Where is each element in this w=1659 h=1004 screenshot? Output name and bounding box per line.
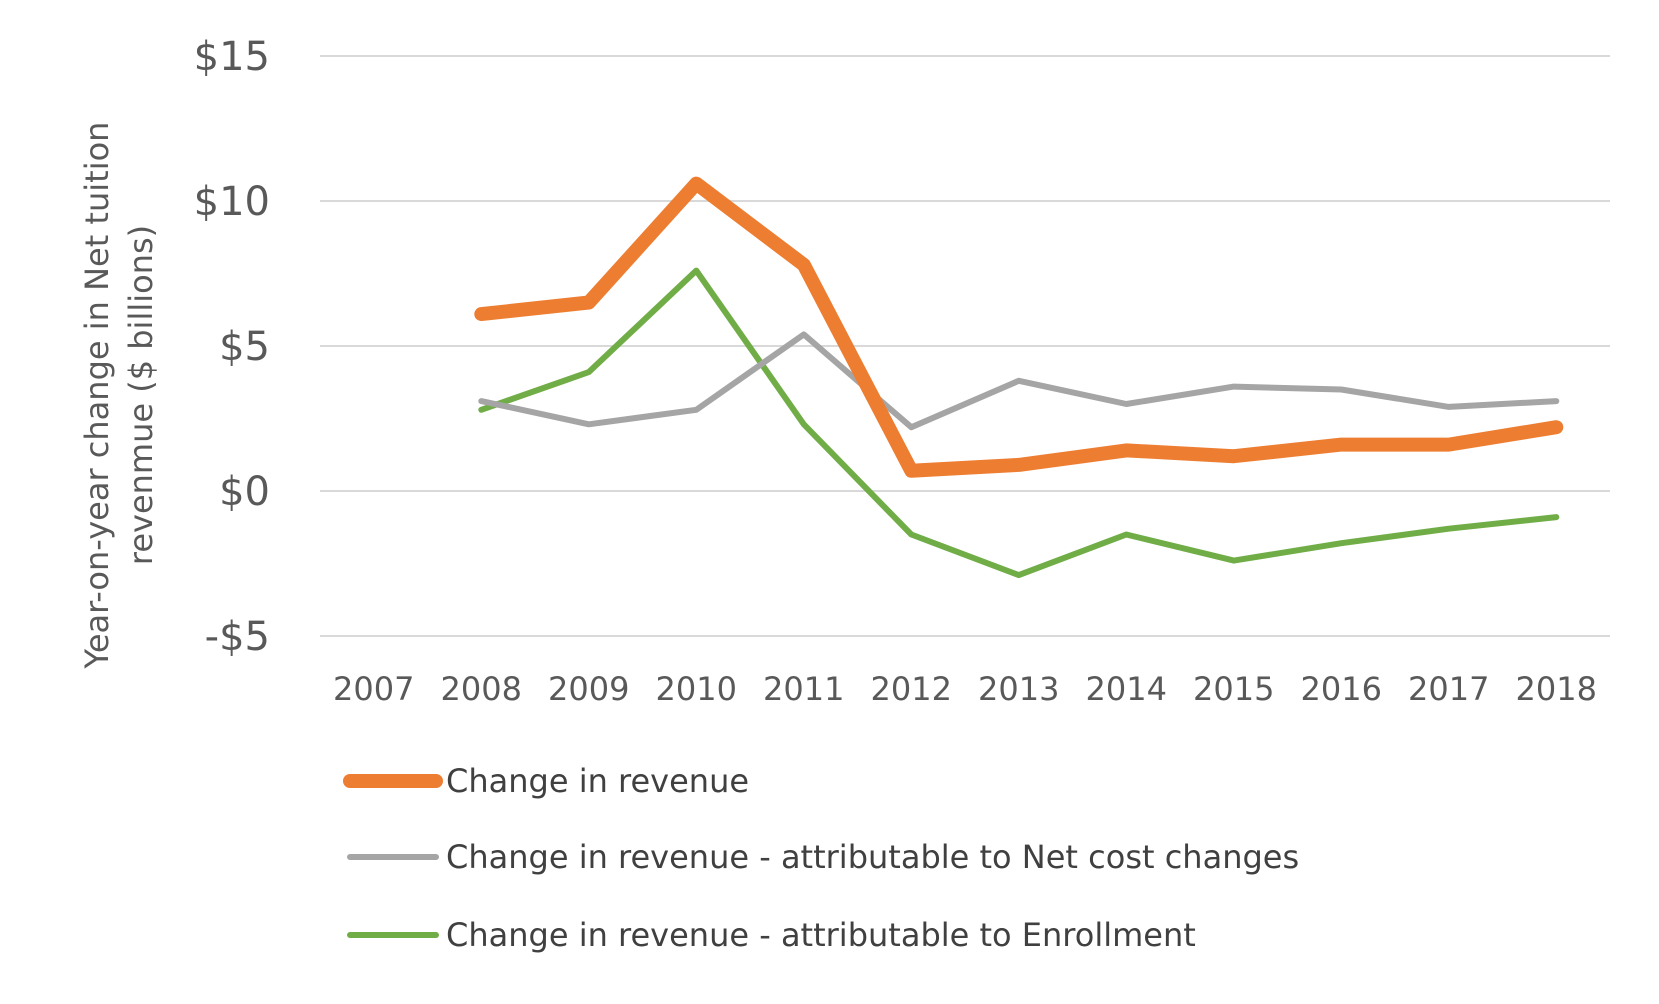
legend-item: Change in revenue - attributable to Enro… (347, 916, 1196, 954)
y-tick-label: $0 (219, 469, 270, 515)
x-tick-label: 2014 (1086, 670, 1167, 708)
gridlines (320, 55, 1610, 637)
x-tick-label: 2018 (1516, 670, 1597, 708)
series-line-2 (478, 331, 1560, 431)
legend-label: Change in revenue (446, 762, 749, 800)
series-lines (474, 176, 1564, 579)
legend-item: Change in revenue - attributable to Net … (347, 838, 1299, 876)
x-tick-label: 2016 (1301, 670, 1382, 708)
x-tick-label: 2015 (1193, 670, 1274, 708)
y-axis-label: Year-on-year change in Net tuition revenm… (78, 122, 160, 670)
x-tick-label: 2007 (333, 670, 414, 708)
x-axis-ticks: 2007 2008 2009 2010 2011 2012 2013 2014 2015 2016… (333, 670, 1597, 708)
x-tick-label: 2009 (548, 670, 629, 708)
series-line-3 (478, 267, 1560, 579)
legend-label: Change in revenue - attributable to Net … (446, 838, 1299, 876)
x-tick-label: 2012 (871, 670, 952, 708)
legend-item: Change in revenue (343, 762, 749, 800)
y-tick-label: $10 (194, 179, 270, 225)
x-tick-label: 2013 (978, 670, 1059, 708)
legend-label: Change in revenue - attributable to Enro… (446, 916, 1196, 954)
y-tick-label: $5 (219, 324, 270, 370)
series-line-1 (474, 176, 1564, 478)
legend: Change in revenue Change in revenue - att… (343, 762, 1299, 954)
y-axis-ticks: $15 $10 $5 $0 -$5 (194, 34, 270, 660)
y-tick-label: -$5 (205, 614, 270, 660)
x-tick-label: 2010 (656, 670, 737, 708)
x-tick-label: 2008 (441, 670, 522, 708)
y-axis-title-line: Year-on-year change in Net tuition (78, 122, 116, 670)
x-tick-label: 2011 (763, 670, 844, 708)
y-axis-title-line: revenmue ($ billions) (122, 225, 160, 565)
y-tick-label: $15 (194, 34, 270, 80)
x-tick-label: 2017 (1408, 670, 1489, 708)
